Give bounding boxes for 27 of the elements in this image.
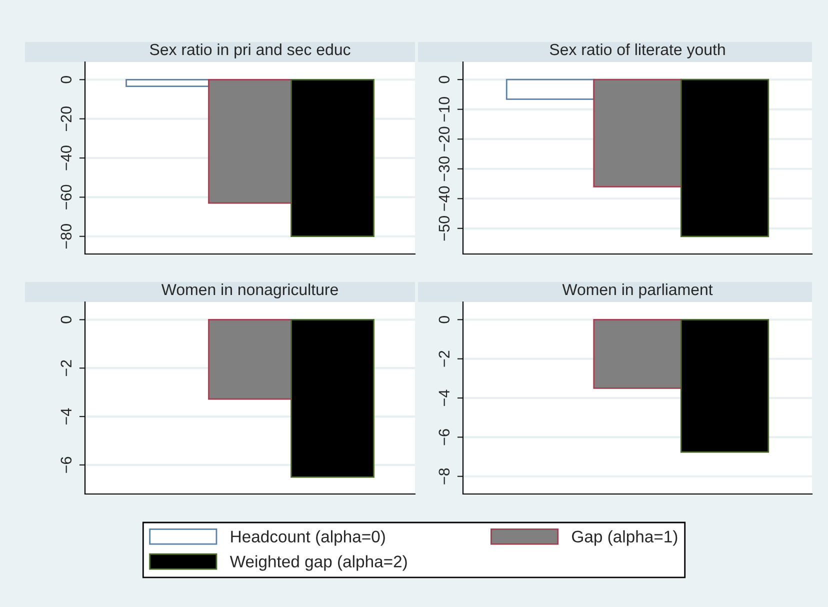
y-tick-label: 0 xyxy=(438,316,450,324)
y-tick-label: −4 xyxy=(438,390,450,406)
y-tick-label: −8 xyxy=(438,468,450,484)
y-tick-label: −40 xyxy=(438,186,450,211)
y-tick-label: −20 xyxy=(438,126,450,152)
y-tick-label: −20 xyxy=(60,106,72,132)
y-tick-label: −10 xyxy=(438,96,450,122)
chart-title: Women in parliament xyxy=(562,283,713,298)
y-tick-label: −2 xyxy=(60,360,72,376)
y-tick-label: −6 xyxy=(438,429,450,446)
y-tick-label: −80 xyxy=(60,224,72,249)
y-tick-label: 0 xyxy=(438,76,450,84)
y-tick-label: −6 xyxy=(60,456,72,473)
y-tick-label: −30 xyxy=(438,156,450,182)
y-tick-label: −40 xyxy=(60,146,72,170)
chart-title: Women in nonagriculture xyxy=(161,283,338,298)
chart-title: Sex ratio of literate youth xyxy=(550,43,725,58)
y-tick-label: 0 xyxy=(60,316,72,324)
legend-label: Headcount (alpha=0) xyxy=(231,530,385,546)
y-tick-label: 0 xyxy=(60,76,72,84)
legend-label: Weighted gap (alpha=2) xyxy=(230,555,407,571)
y-tick-label: −60 xyxy=(60,184,72,210)
y-tick-label: −50 xyxy=(438,216,450,241)
legend-label: Gap (alpha=1) xyxy=(572,530,678,546)
chart-title: Sex ratio in pri and sec educ xyxy=(150,43,350,58)
y-tick-label: −2 xyxy=(438,350,450,367)
y-tick-label: −4 xyxy=(60,408,72,424)
